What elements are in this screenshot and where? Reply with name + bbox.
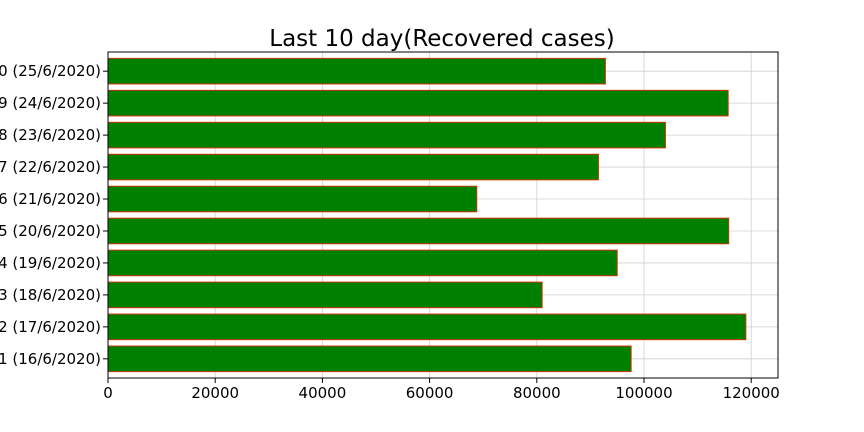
x-tick-label: 40000: [299, 384, 347, 402]
y-tick-label: 5 (20/6/2020): [0, 222, 101, 240]
x-tick-label: 80000: [513, 384, 561, 402]
plot-frame: [107, 51, 779, 379]
bar-5: [107, 217, 730, 245]
bar-7: [107, 153, 599, 181]
y-tick-label: 3 (18/6/2020): [0, 286, 101, 304]
y-tick-label: 6 (21/6/2020): [0, 190, 101, 208]
y-tick-label: 8 (23/6/2020): [0, 126, 101, 144]
y-tick-label: 9 (24/6/2020): [0, 94, 101, 112]
x-axis: 0 20000 40000 60000 80000 100000 120000: [103, 378, 780, 402]
y-axis: 1 (16/6/2020) 2 (17/6/2020) 3 (18/6/2020) 4…: [0, 62, 108, 368]
y-tick-label: 4 (19/6/2020): [0, 254, 101, 272]
bar-9: [107, 89, 729, 117]
bar-4: [107, 249, 618, 277]
x-tick-label: 20000: [191, 384, 239, 402]
bar-3: [107, 281, 543, 309]
x-tick-label: 0: [103, 384, 113, 402]
bar-1: [107, 345, 632, 373]
x-tick-label: 120000: [723, 384, 780, 402]
y-tick-label: 2 (17/6/2020): [0, 318, 101, 336]
bar-8: [107, 121, 666, 149]
x-tick-label: 60000: [406, 384, 454, 402]
chart-title: Last 10 day(Recovered cases): [269, 26, 615, 52]
bar-6: [107, 185, 478, 213]
bar-2: [107, 313, 747, 341]
x-tick-label: 100000: [615, 384, 672, 402]
y-tick-label: 0 (25/6/2020): [0, 62, 101, 80]
y-tick-label: 1 (16/6/2020): [0, 350, 101, 368]
bars: [107, 57, 747, 373]
bar-10: [107, 57, 606, 85]
y-tick-label: 7 (22/6/2020): [0, 158, 101, 176]
